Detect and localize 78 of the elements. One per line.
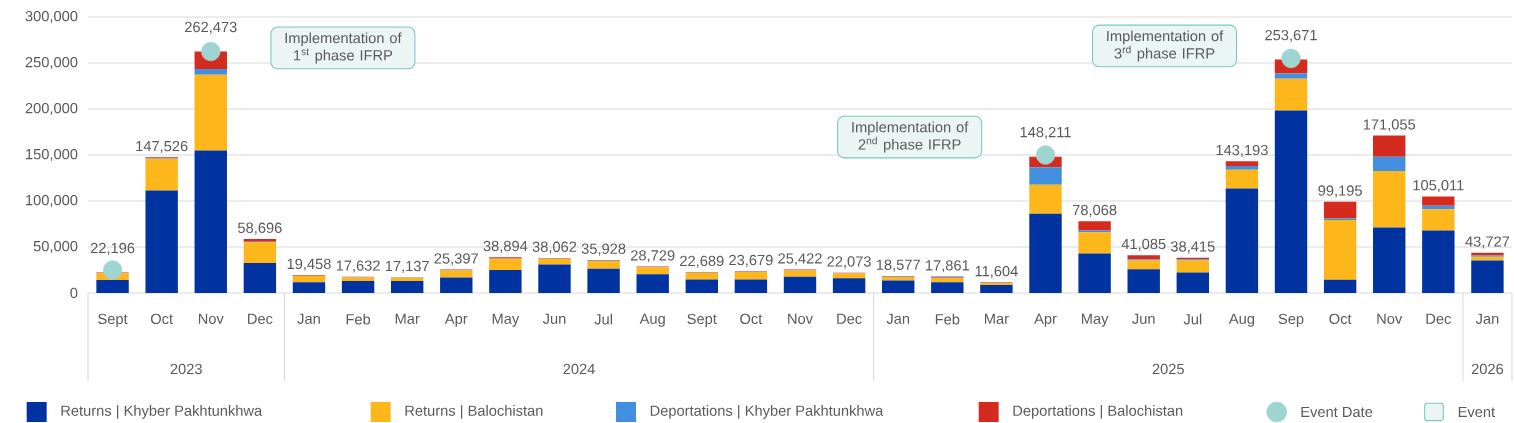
total-label: 78,068	[1072, 204, 1117, 217]
total-label: 262,473	[184, 21, 237, 34]
y-tick-label: 0	[70, 287, 78, 299]
total-label: 38,062	[532, 241, 577, 254]
total-label: 19,458	[287, 258, 331, 271]
total-label: 22,689	[680, 255, 724, 268]
x-tick-label: Jun	[542, 313, 566, 324]
x-tick-label: Oct	[1329, 313, 1352, 325]
total-label: 17,137	[385, 260, 429, 273]
legend-label: Deportations | Khyber Pakhtunkhwa	[650, 405, 884, 419]
text: 2026	[1471, 363, 1504, 375]
y-tick-label: 250,000	[25, 56, 78, 70]
x-tick-label: May	[492, 313, 520, 327]
x-tick-label: Feb	[346, 313, 371, 325]
text: 2023	[170, 363, 202, 375]
total-label: 43,727	[1465, 236, 1510, 249]
annotation: Implementation of 1$^{st}$ phase IFRP	[285, 32, 402, 64]
x-tick-label: Jun	[1132, 313, 1155, 324]
legend-label: Event Date	[1301, 406, 1373, 418]
total-label: 147,526	[136, 140, 188, 154]
x-tick-label: Dec	[248, 313, 273, 324]
legend-label: Event	[1458, 406, 1495, 418]
x-tick-label: Jul	[594, 313, 612, 325]
total-label: 99,195	[1318, 185, 1362, 198]
y-tick-label: 100,000	[26, 194, 78, 208]
x-tick-label: Mar	[984, 313, 1009, 324]
x-tick-label: Nov	[198, 313, 224, 324]
y-tick-label: 50,000	[33, 240, 78, 254]
y-tick-label: 300,000	[25, 10, 78, 24]
x-tick-label: Jan	[886, 313, 910, 324]
total-label: 22,196	[90, 242, 135, 255]
text: 2024	[563, 363, 595, 375]
x-tick-label: Sept	[98, 313, 128, 327]
y-tick-label: 150,000	[26, 148, 78, 162]
total-label: 23,679	[729, 254, 773, 267]
x-tick-label: May	[1081, 313, 1109, 327]
x-tick-label: Dec	[1426, 313, 1451, 324]
total-label: 148,211	[1020, 126, 1071, 140]
total-label: 253,671	[1265, 29, 1317, 43]
legend-label: Deportations | Balochistan	[1013, 405, 1183, 419]
x-tick-label: Jan	[1475, 313, 1499, 324]
total-label: 35,928	[581, 243, 626, 256]
x-tick-label: Sept	[687, 313, 717, 327]
x-tick-label: Aug	[639, 313, 665, 327]
total-label: 41,085	[1121, 238, 1166, 251]
total-label: 25,397	[434, 253, 478, 266]
total-label: 18,577	[876, 259, 920, 272]
y-tick-label: 200,000	[25, 102, 78, 116]
annotation: Implementation of 2$^{nd}$ phase IFRP	[852, 121, 969, 153]
x-tick-label: Nov	[788, 313, 813, 324]
total-label: 171,055	[1363, 119, 1416, 132]
x-tick-label: Nov	[1377, 313, 1403, 324]
total-label: 17,861	[925, 260, 970, 273]
total-label: 22,073	[827, 256, 871, 269]
total-label: 17,632	[336, 260, 380, 273]
text: 2025	[1152, 363, 1184, 375]
total-label: 25,422	[778, 253, 822, 266]
x-tick-label: Apr	[1034, 313, 1057, 327]
x-tick-label: Jul	[1183, 313, 1202, 325]
x-tick-label: Sep	[1278, 313, 1304, 327]
total-label: 58,696	[238, 222, 282, 235]
legend-label: Returns | Khyber Pakhtunkhwa	[61, 405, 263, 419]
total-label: 11,604	[975, 265, 1018, 279]
x-tick-label: Mar	[395, 313, 420, 324]
total-label: 143,193	[1216, 144, 1268, 157]
total-label: 28,729	[630, 250, 675, 263]
x-tick-label: Apr	[444, 313, 468, 327]
x-tick-label: Feb	[935, 313, 960, 325]
total-label: 105,011	[1413, 180, 1464, 193]
total-label: 38,894	[483, 240, 528, 253]
legend-label: Returns | Balochistan	[405, 405, 543, 419]
x-tick-label: Aug	[1228, 313, 1255, 327]
total-label: 38,415	[1170, 241, 1215, 254]
annotation: Implementation of 3$^{rd}$ phase IFRP	[1107, 30, 1224, 62]
x-tick-label: Jan	[297, 313, 320, 324]
x-tick-label: Oct	[740, 313, 763, 325]
x-tick-label: Dec	[837, 313, 862, 324]
x-tick-label: Oct	[150, 313, 173, 325]
